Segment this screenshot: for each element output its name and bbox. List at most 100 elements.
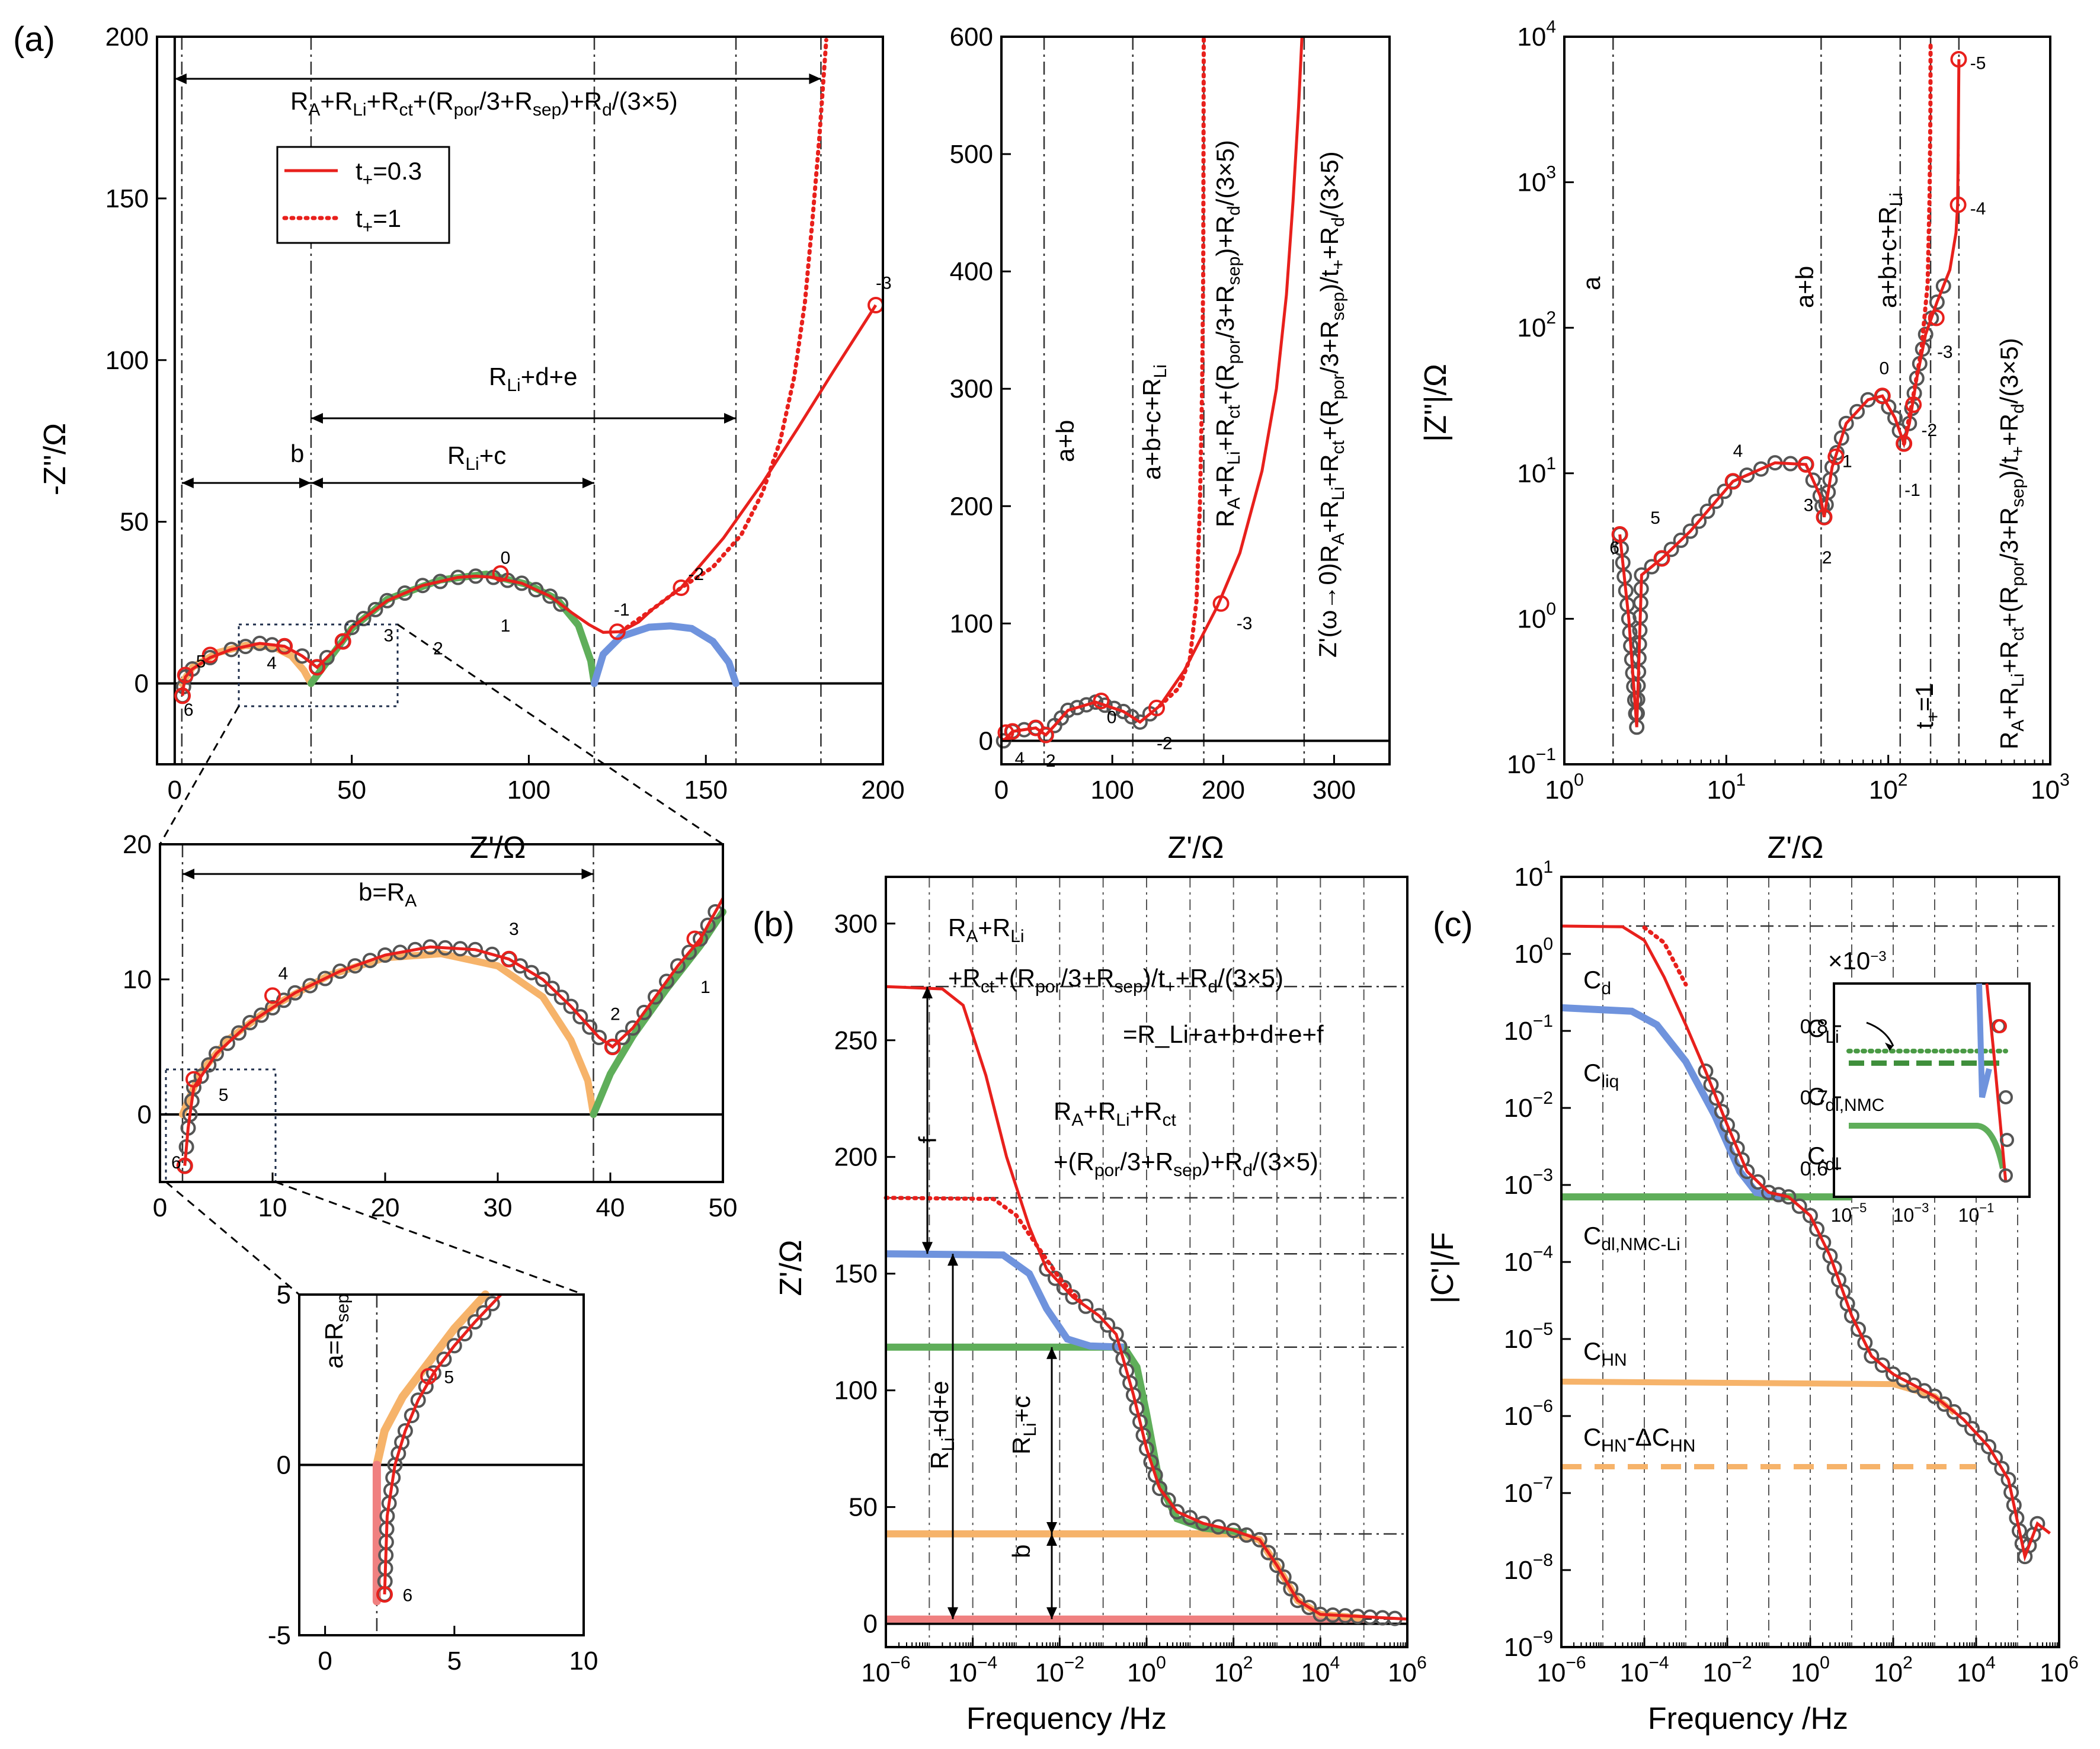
data-marker [334, 633, 351, 650]
a-mid-zw: Z'(ω→0) [1314, 563, 1342, 658]
grey-data-point [1816, 1235, 1832, 1250]
y-tick-label: 300 [834, 909, 878, 938]
x-tick-label: 100 [1545, 770, 1584, 805]
y-tick-label: 101 [1517, 454, 1556, 488]
y-tick-label: 200 [834, 1143, 878, 1172]
y-tick-exp: 4 [1546, 17, 1556, 37]
data-marker [420, 1368, 437, 1385]
x-tick-exp: 1 [1736, 770, 1746, 790]
grey-data-point [1708, 1090, 1724, 1106]
panel-label-a: (a) [13, 20, 55, 59]
y-tick-label: 10−7 [1504, 1473, 1553, 1508]
grey-data-point [1929, 294, 1945, 310]
cd-dotted [1642, 925, 1688, 987]
y-tick-exp: 2 [1546, 308, 1556, 328]
y-tick-exp: −2 [1533, 1088, 1553, 1108]
point-label: -3 [1237, 614, 1253, 633]
point-label: 3 [1804, 496, 1814, 515]
y-tick-label: 100 [105, 346, 149, 375]
y-tick-label: 150 [834, 1260, 878, 1289]
grey-data-point [476, 1305, 492, 1321]
a-main-b-label: b [290, 440, 304, 467]
y-tick-label: 10−9 [1504, 1628, 1553, 1662]
a-main-top-formula: RA+RLi+Rct+(Rpor/3+Rsep)+Rd/(3×5) [290, 87, 678, 120]
grey-data-point [1964, 1421, 1980, 1437]
y-tick-label: 10−6 [1504, 1396, 1553, 1431]
x-tick-label: 150 [684, 776, 728, 805]
c-inset: 0.6 0.7 0.8 10−5 10−3 10−1 [1800, 982, 2031, 1226]
x-tick-label: 40 [596, 1193, 625, 1222]
x-tick-label: 106 [1388, 1653, 1427, 1687]
series-t1 [619, 38, 828, 634]
a-main-legend: t+=0.3 t+=1 [276, 146, 450, 244]
b-f: f [914, 1136, 942, 1143]
point-label: 0 [1879, 358, 1889, 378]
grey-data-point [317, 970, 333, 986]
y-tick-exp: −6 [1533, 1396, 1553, 1416]
x-tick-label: 100 [1127, 1653, 1166, 1687]
grey-data-point [446, 1338, 462, 1354]
series-t03 [885, 985, 1408, 1621]
grey-data-point [553, 596, 569, 612]
grey-data-point [591, 1030, 607, 1045]
panel-a-mid: 4 2 0 -2 -3 0 100 200 300 0 100 200 300 400 500 600 [950, 23, 1391, 805]
x-tick-exp: 0 [1820, 1653, 1830, 1673]
grey-data-point [457, 1326, 473, 1342]
grey-data-point [362, 953, 378, 969]
b-l3: =R_Li+a+b+d+e+f [1123, 1020, 1324, 1048]
series-t1 [883, 1196, 1083, 1304]
inset-xtick-label: 10−1 [1958, 1200, 1995, 1226]
grey-data-point [242, 1015, 258, 1030]
grey-data-point [1699, 503, 1715, 519]
x-tick-label: 0 [318, 1647, 332, 1676]
x-tick-exp: 4 [1986, 1653, 1996, 1673]
data-marker [1949, 196, 1967, 213]
grey-data-point [1936, 1396, 1952, 1412]
a-mid-ab: a+b [1051, 420, 1079, 462]
y-tick-label: 5 [277, 1280, 291, 1309]
inset-blue [1976, 983, 1992, 1098]
y-tick-exp: −5 [1533, 1319, 1553, 1339]
a-right-rot: RA+RLi+Rct+(Rpor/3+Rsep)/t++Rd/(3×5) [1995, 338, 2028, 749]
grey-data-point [209, 1046, 224, 1062]
point-label: -1 [614, 600, 630, 620]
cd-curve [1561, 924, 2051, 1562]
grey-data-point [1946, 1404, 1962, 1420]
orange-arc [372, 1290, 490, 1469]
x-tick-label: 50 [709, 1193, 738, 1222]
x-tick-exp: −6 [890, 1653, 910, 1673]
y-tick-label: 600 [950, 23, 993, 52]
zoom2-a-eq: a=Rsep [320, 1293, 353, 1369]
grey-data-point [484, 1296, 500, 1312]
grey-data-point [1078, 697, 1094, 713]
x-tick-exp: 0 [1574, 770, 1584, 790]
data-marker [1611, 526, 1628, 543]
data-marker [1797, 456, 1814, 473]
data-marker [1093, 693, 1110, 710]
grey-data-point [436, 1351, 452, 1367]
grey-data-point [1097, 697, 1113, 713]
grey-data-point [1691, 513, 1707, 529]
data-marker [1037, 726, 1054, 744]
a-main-annotations: RA+RLi+Rct+(Rpor/3+Rsep)+Rd/(3×5) b RLi+… [290, 87, 678, 474]
point-label: -4 [1970, 199, 1986, 219]
point-label: 5 [219, 1085, 229, 1105]
point-label: -2 [688, 565, 704, 584]
zoom-line-2b [275, 1181, 584, 1296]
grey-data-point [1100, 1317, 1116, 1333]
point-label: 6 [184, 700, 194, 720]
b-b: b [1007, 1545, 1035, 1558]
data-marker [1905, 396, 1922, 414]
y-tick-label: 100 [950, 609, 993, 638]
grey-data-point [1060, 702, 1076, 718]
data-marker [1148, 699, 1165, 716]
grey-data-point [659, 973, 674, 989]
point-label: 5 [196, 652, 206, 671]
c-cliq: Cliq [1583, 1059, 1619, 1091]
y-tick-label: 0 [863, 1610, 878, 1639]
x-tick-label: 10 [258, 1193, 287, 1222]
data-marker [177, 667, 194, 684]
grey-data-point [1069, 700, 1085, 716]
